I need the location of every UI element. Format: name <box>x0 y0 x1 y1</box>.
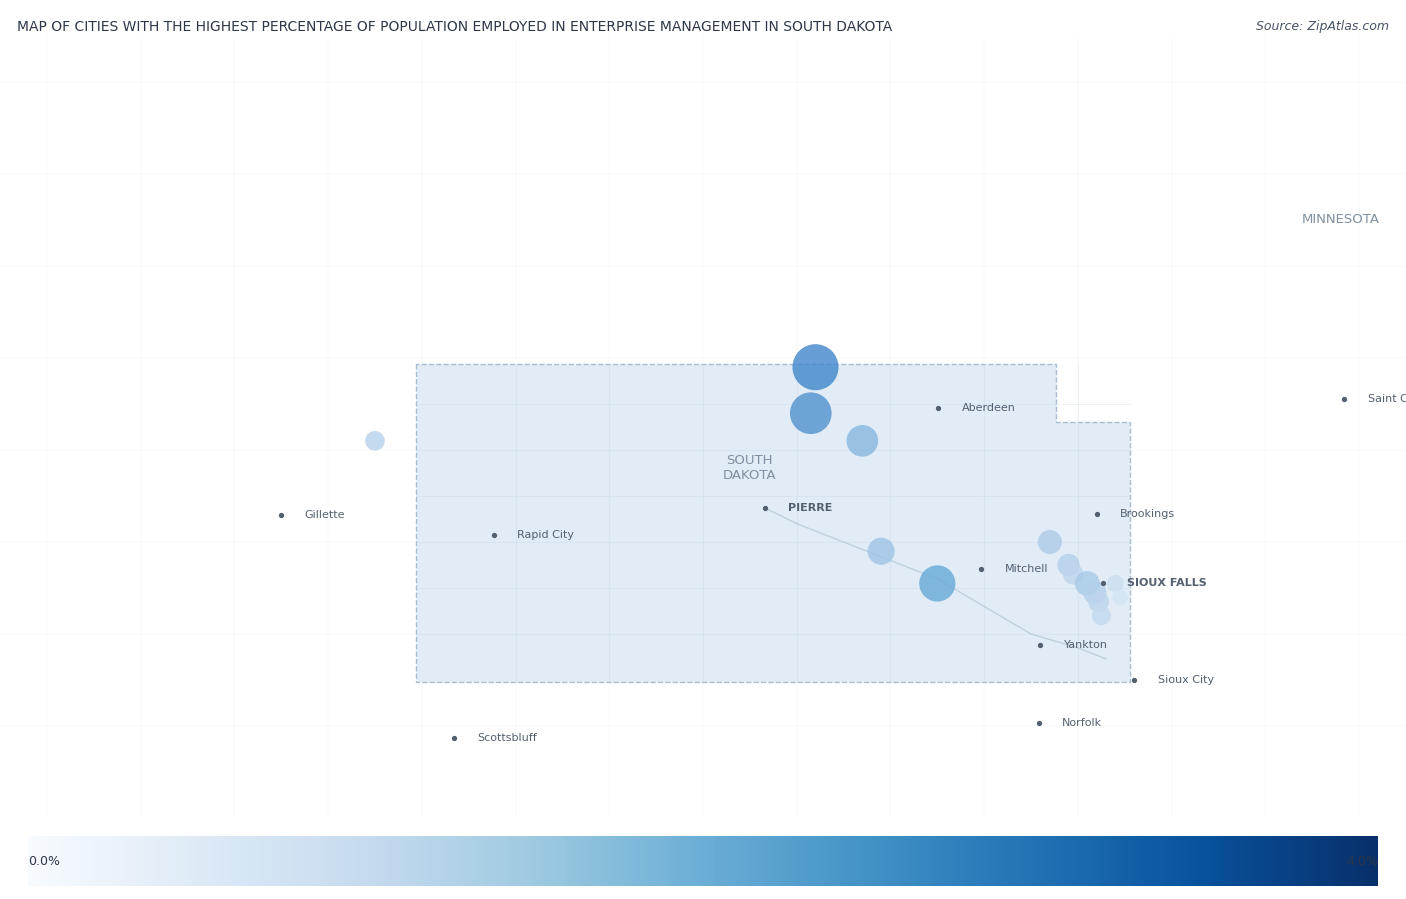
Text: MINNESOTA: MINNESOTA <box>1302 213 1379 227</box>
Point <box>804 360 827 374</box>
Point <box>1109 590 1132 604</box>
Text: Scottsbluff: Scottsbluff <box>477 733 537 743</box>
Text: Saint Cloud: Saint Cloud <box>1368 394 1406 404</box>
Point <box>1087 594 1109 609</box>
Point <box>364 433 387 448</box>
Text: PIERRE: PIERRE <box>789 503 832 513</box>
Point <box>851 433 873 448</box>
Text: 0.0%: 0.0% <box>28 855 60 868</box>
Text: Yankton: Yankton <box>1064 640 1108 650</box>
Point <box>1062 567 1084 582</box>
Point <box>870 544 893 558</box>
Point <box>927 576 949 591</box>
Text: SIOUX FALLS: SIOUX FALLS <box>1126 578 1206 589</box>
Text: Source: ZipAtlas.com: Source: ZipAtlas.com <box>1256 20 1389 32</box>
Text: MAP OF CITIES WITH THE HIGHEST PERCENTAGE OF POPULATION EMPLOYED IN ENTERPRISE M: MAP OF CITIES WITH THE HIGHEST PERCENTAG… <box>17 20 893 34</box>
Point <box>1076 576 1098 591</box>
Text: Mitchell: Mitchell <box>1005 564 1049 574</box>
Text: Sioux City: Sioux City <box>1157 675 1213 685</box>
Text: 4.0%: 4.0% <box>1346 855 1378 868</box>
Text: Aberdeen: Aberdeen <box>962 403 1015 413</box>
Point <box>1104 576 1126 591</box>
Text: Brookings: Brookings <box>1121 509 1175 519</box>
Point <box>800 406 823 421</box>
Point <box>1090 609 1112 623</box>
Point <box>1057 558 1080 573</box>
Text: Gillette: Gillette <box>305 511 344 521</box>
Text: Rapid City: Rapid City <box>517 530 575 539</box>
Point <box>1084 585 1107 600</box>
Text: Norfolk: Norfolk <box>1062 718 1102 728</box>
Polygon shape <box>416 363 1130 682</box>
Point <box>1039 535 1062 549</box>
Text: SOUTH
DAKOTA: SOUTH DAKOTA <box>723 454 776 483</box>
